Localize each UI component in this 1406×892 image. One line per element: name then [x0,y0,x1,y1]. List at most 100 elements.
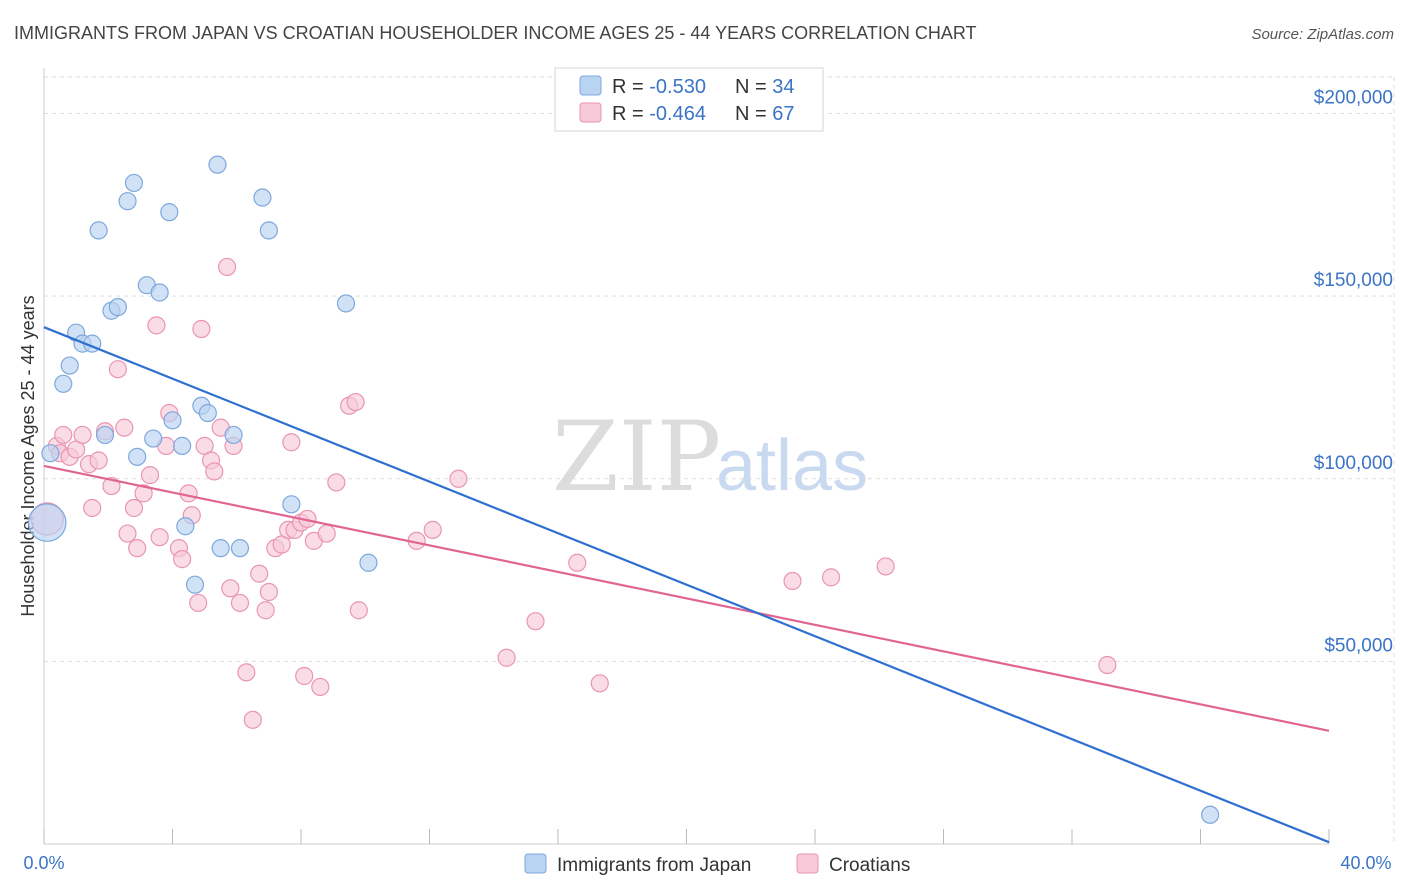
croatians-point [89,451,108,470]
y-axis-tick-labels: $50,000 $100,000 $150,000 $200,000 [1314,88,1393,657]
croatians-point [108,360,127,379]
croatians-point [526,612,545,631]
croatians-point [821,568,841,587]
bottom-legend-label-croatians: Croatians [829,855,910,876]
japan-point [1201,805,1220,824]
croatians-point [317,524,336,543]
croatians-point [876,557,895,576]
japan-point [118,192,137,211]
croatians-point [218,257,237,277]
x-tick-label-min: 0.0% [23,853,64,873]
croatians-point [449,469,468,488]
croatians-point [327,473,346,492]
japan-point [144,429,163,448]
trend-lines [43,326,1330,844]
japan-point [173,436,192,455]
legend-row-japan: R = -0.530 N = 34 [612,76,795,98]
watermark-atlas: atlas [716,426,868,506]
croatians-point [311,677,330,697]
croatians-point [147,316,166,335]
bottom-legend-swatch-croatians [796,853,819,874]
croatians-point [230,593,250,613]
japan-point [54,374,73,393]
x-axis-ticks [43,829,1330,844]
legend-r-value-japan: -0.530 [649,76,706,98]
croatians-point [54,425,73,445]
croatians-point [124,498,144,518]
legend-n-label-croatians: N = [735,103,772,125]
croatians-point [250,564,269,583]
croatians-point [150,528,169,547]
croatians-point [192,319,211,339]
croatians-point [282,433,301,452]
japan-point [259,221,278,240]
japan-point [253,188,272,207]
japan-point [89,221,108,240]
croatians-point [497,648,516,667]
croatians-trend-line [43,464,1330,732]
croatians-point [221,579,240,598]
croatians-point [783,571,802,591]
croatians-point [590,674,609,693]
croatians-point [189,593,208,613]
croatians-point [346,392,365,412]
japan-point [163,411,182,430]
japan-point [27,503,67,542]
croatians-point [179,484,198,503]
bottom-legend-swatch-japan [524,853,547,874]
croatians-point [295,666,314,686]
legend-swatch-japan [579,75,602,96]
japan-point [359,553,378,572]
legend-swatch-croatians [579,102,602,123]
correlation-legend: R = -0.530 N = 34 R = -0.464 N = 67 [554,67,824,132]
japan-point [60,356,79,375]
japan-point [211,539,230,558]
croatians-point [83,498,102,518]
japan-point [224,425,243,445]
japan-point [95,425,115,445]
x-tick-label-max: 40.0% [1340,853,1391,873]
legend-r-label-croatians: R = [612,103,649,125]
japan-point [160,203,179,222]
y-axis-label: Householder Income Ages 25 - 44 years [18,295,38,616]
series-legend: Immigrants from Japan Croatians [524,853,910,876]
japan-point [185,575,205,594]
croatians-point [205,462,224,481]
legend-n-value-croatians: 67 [772,103,794,125]
legend-n-value-japan: 34 [772,76,794,98]
legend-r-label-japan: R = [612,76,649,98]
croatians-point [115,418,134,437]
japan-point [208,155,227,174]
legend-n-label-japan: N = [735,76,772,98]
y-tick-label: $200,000 [1314,88,1393,109]
croatians-point [73,425,92,445]
y-tick-label: $50,000 [1324,635,1393,656]
croatians-point [1098,655,1117,675]
croatians-point [349,601,368,620]
croatians-point [128,539,147,558]
series-japan-points [27,155,1220,824]
croatians-point [173,550,192,569]
chart-source: Source: ZipAtlas.com [1251,26,1394,43]
y-tick-label: $100,000 [1314,453,1393,474]
japan-point [230,539,250,558]
japan-trend-line [43,326,1330,844]
japan-point [336,294,356,313]
watermark-zip: ZIP [552,401,721,513]
croatians-point [118,524,137,543]
croatians-point [568,553,587,572]
bottom-legend-label-japan: Immigrants from Japan [557,855,751,876]
croatians-point [243,710,262,729]
japan-point [282,495,301,514]
japan-point [176,517,195,536]
japan-point [124,173,144,193]
japan-point [108,298,127,317]
japan-point [198,403,217,423]
chart-title: IMMIGRANTS FROM JAPAN VS CROATIAN HOUSEH… [14,23,977,43]
japan-point [41,444,60,463]
japan-point [128,447,147,466]
croatians-point [423,520,442,539]
croatians-point [134,484,153,503]
legend-row-croatians: R = -0.464 N = 67 [612,103,795,125]
